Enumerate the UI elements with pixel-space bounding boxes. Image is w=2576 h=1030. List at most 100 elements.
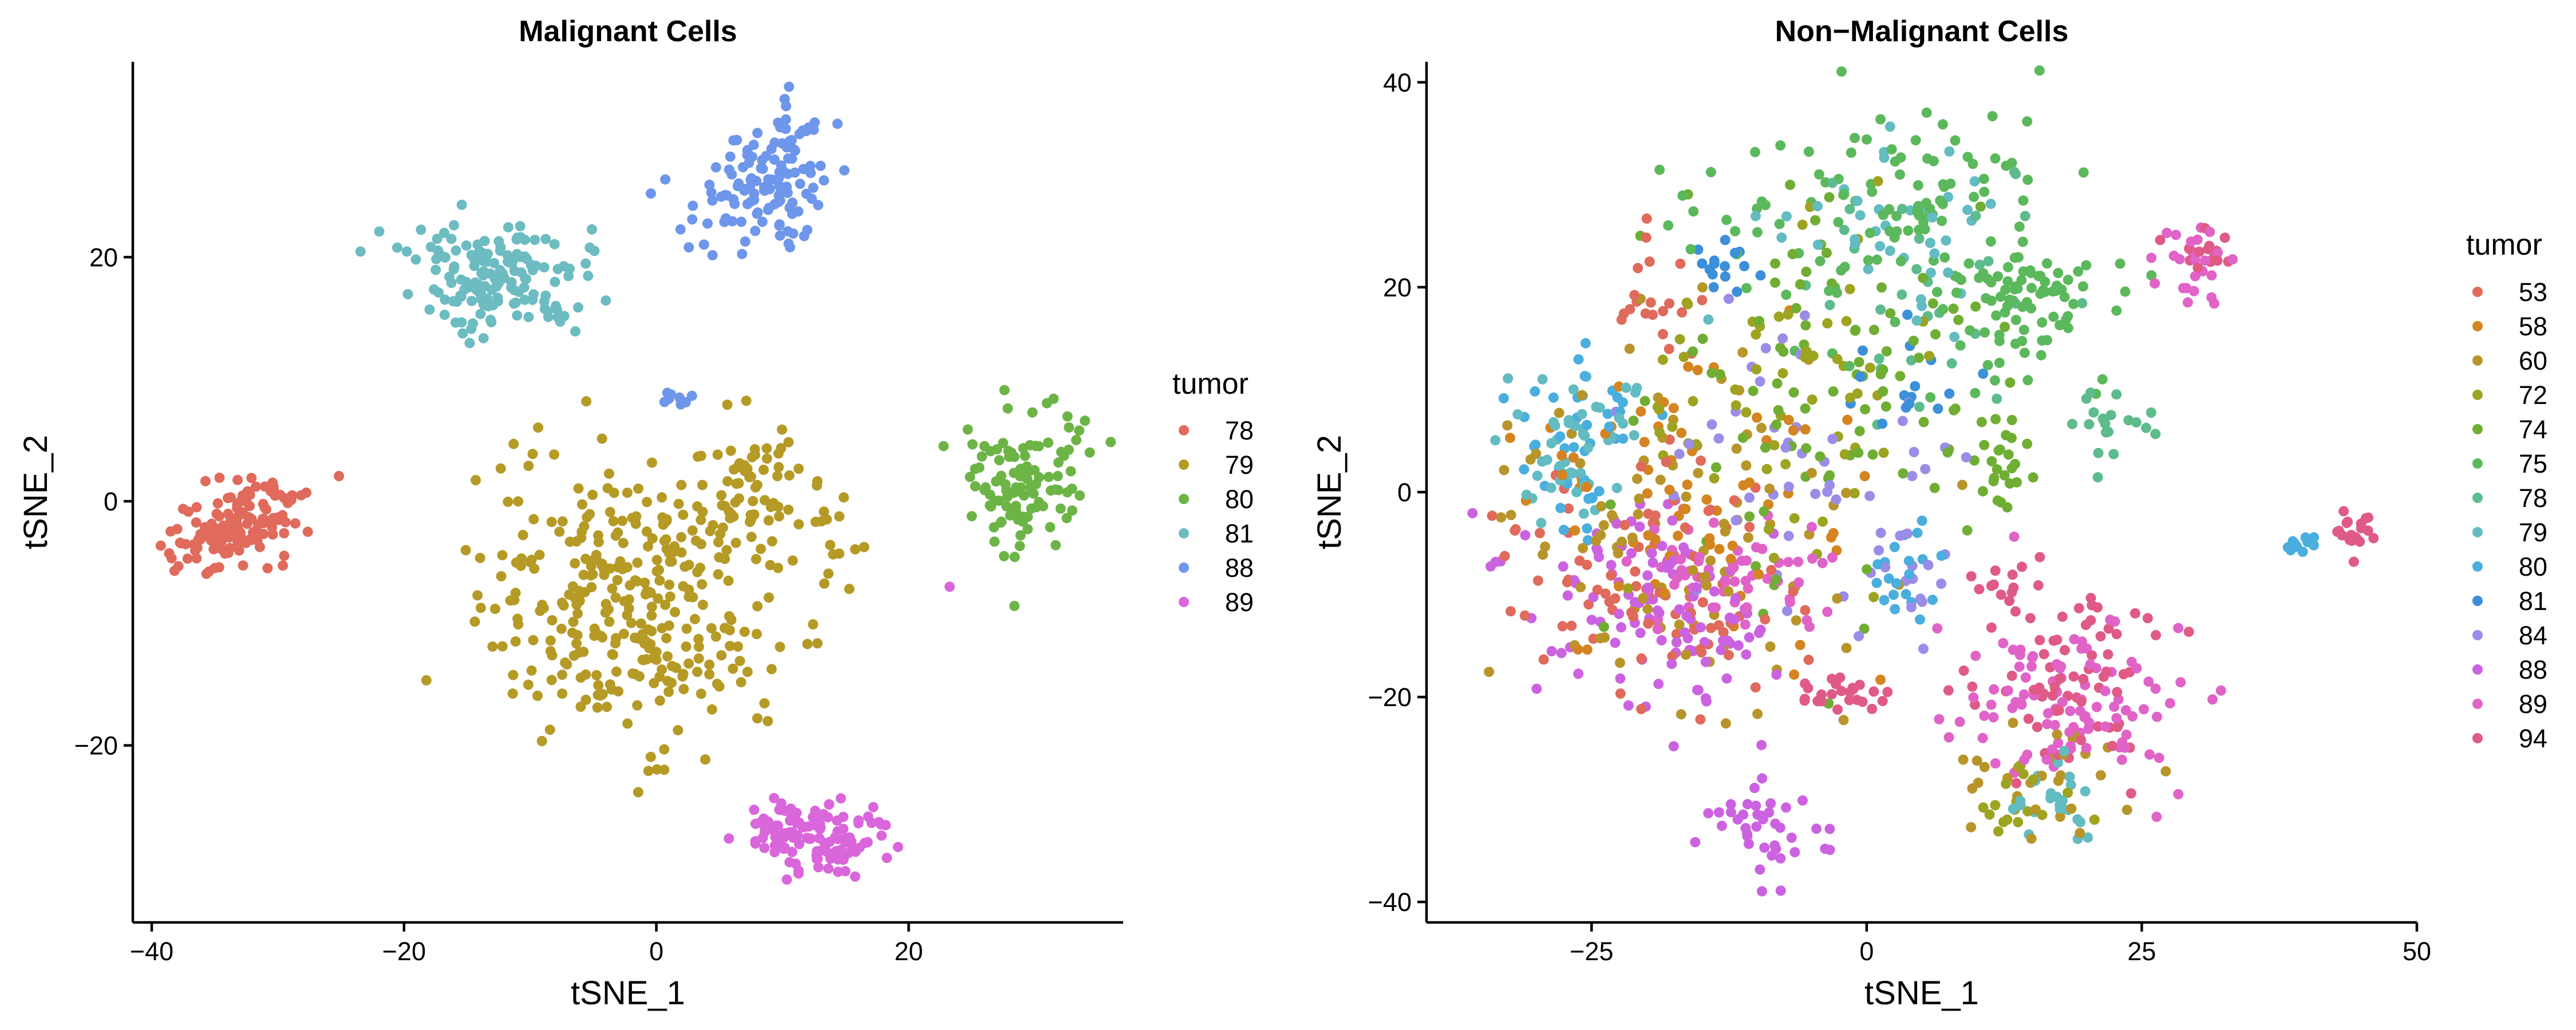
point-tumor-58	[1573, 644, 1583, 655]
point-tumor-75	[1970, 388, 1981, 398]
point-tumor-80	[1555, 502, 1566, 513]
point-tumor-79	[687, 525, 698, 536]
point-tumor-81	[1720, 271, 1730, 282]
point-tumor-94	[2151, 630, 2162, 640]
point-tumor-84	[1782, 605, 1793, 616]
point-tumor-89	[1762, 573, 1773, 584]
point-tumor-79	[696, 450, 706, 461]
point-tumor-89	[785, 803, 796, 814]
point-tumor-94	[1800, 678, 1811, 689]
point-tumor-79	[606, 684, 617, 695]
point-tumor-81	[489, 258, 500, 268]
point-tumor-94	[1827, 689, 1837, 700]
point-tumor-79	[773, 501, 784, 512]
point-tumor-88	[1614, 608, 1625, 619]
point-tumor-79	[659, 744, 670, 755]
point-tumor-94	[2023, 714, 2034, 724]
point-tumor-79	[688, 592, 698, 603]
point-tumor-75	[1969, 192, 1980, 203]
point-tumor-80	[1891, 578, 1902, 589]
point-tumor-94	[2129, 608, 2140, 619]
point-tumor-79	[1875, 241, 1886, 252]
point-tumor-80	[1045, 485, 1056, 496]
point-tumor-94	[2011, 778, 2022, 789]
point-tumor-79	[1781, 211, 1792, 222]
point-tumor-80	[967, 439, 978, 450]
point-tumor-89	[1710, 602, 1721, 613]
point-tumor-75	[2033, 271, 2044, 282]
point-tumor-60	[1598, 520, 1609, 530]
point-tumor-75	[1850, 133, 1860, 144]
point-tumor-88	[1757, 886, 1767, 897]
point-tumor-94	[2155, 235, 2166, 245]
point-tumor-60	[1791, 615, 1801, 626]
point-tumor-79	[722, 399, 733, 410]
point-tumor-75	[1867, 187, 1878, 197]
point-tumor-79	[617, 516, 628, 526]
point-tumor-78	[165, 526, 176, 537]
point-tumor-78	[2123, 415, 2134, 426]
point-tumor-89	[1783, 557, 1793, 568]
point-tumor-79	[651, 655, 662, 665]
point-tumor-89	[1998, 638, 2009, 648]
point-tumor-88	[748, 140, 759, 150]
point-tumor-88	[663, 393, 674, 404]
point-tumor-80	[1043, 437, 1054, 448]
point-tumor-74	[1751, 561, 1761, 572]
legend-label: 81	[1225, 519, 1254, 548]
point-tumor-75	[1895, 169, 1905, 180]
point-tumor-89	[750, 818, 761, 829]
point-tumor-88	[702, 218, 713, 229]
point-tumor-89	[788, 833, 799, 843]
point-tumor-81	[511, 234, 522, 245]
y-tick-label: −20	[74, 731, 118, 760]
point-tumor-94	[2047, 690, 2058, 701]
point-tumor-80	[1582, 523, 1593, 534]
point-tumor-80	[1602, 409, 1613, 419]
legend-swatch	[1179, 494, 1189, 504]
point-tumor-79	[1943, 267, 1953, 278]
point-tumor-58	[1859, 471, 1870, 482]
y-tick-label: 20	[1383, 273, 1412, 302]
legend-label: 53	[2519, 278, 2547, 307]
point-tumor-72	[1709, 473, 1720, 484]
y-tick-label: −20	[1368, 683, 1412, 712]
point-tumor-80	[1016, 464, 1026, 474]
legend-label: 78	[2519, 484, 2547, 513]
point-tumor-81	[510, 297, 521, 308]
point-tumor-75	[2022, 375, 2033, 386]
point-tumor-78	[259, 481, 270, 492]
point-tumor-60	[1765, 641, 1776, 652]
point-tumor-79	[1578, 508, 1589, 519]
point-tumor-53	[1600, 588, 1611, 599]
point-tumor-79	[1555, 461, 1566, 472]
point-tumor-79	[728, 663, 738, 674]
point-tumor-81	[552, 264, 563, 275]
point-tumor-74	[1688, 346, 1698, 357]
chart-title-malignant: Malignant Cells	[519, 15, 737, 48]
point-tumor-53	[1538, 654, 1549, 665]
point-tumor-74	[1710, 462, 1721, 473]
point-tumor-79	[497, 641, 508, 652]
point-tumor-58	[1635, 406, 1646, 417]
point-tumor-89	[1979, 710, 1990, 721]
point-tumor-79	[475, 603, 486, 613]
point-tumor-80	[1062, 411, 1073, 422]
point-tumor-94	[1943, 685, 1954, 696]
point-tumor-78	[206, 530, 217, 541]
legend-swatch	[2472, 287, 2483, 297]
point-tumor-78	[215, 528, 226, 539]
point-tumor-80	[1498, 393, 1509, 403]
point-tumor-81	[497, 268, 508, 279]
point-tumor-88	[1520, 530, 1531, 541]
point-tumor-88	[675, 399, 686, 410]
point-tumor-94	[1857, 696, 1868, 707]
point-tumor-75	[1654, 164, 1665, 175]
point-tumor-72	[1768, 553, 1779, 563]
point-tumor-89	[2173, 789, 2184, 799]
point-tumor-75	[2012, 283, 2023, 294]
point-tumor-89	[2109, 702, 2120, 712]
point-tumor-53	[1606, 570, 1617, 581]
point-tumor-80	[1917, 516, 1927, 526]
